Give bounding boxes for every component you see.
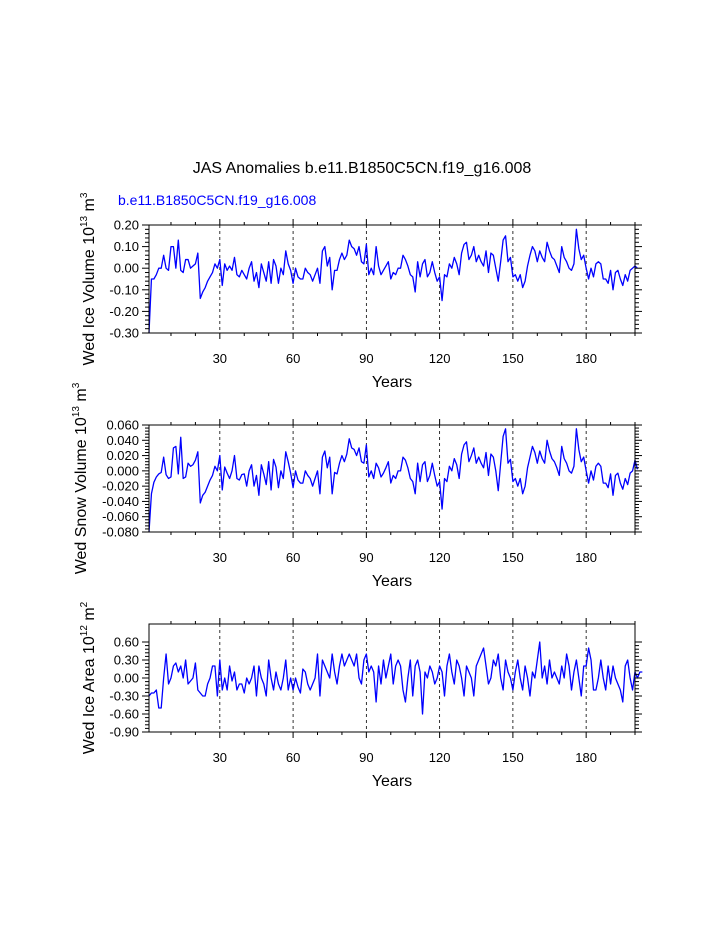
data-series-line xyxy=(148,428,639,533)
y-axis-label: Wed Ice Area 1012 m2 xyxy=(79,601,98,754)
chart-panel-1: 30 60 90 120 150 180 -0.30 -0.20 -0.10 0.00 0.10 0.… xyxy=(79,192,642,391)
y-axis-label-superscript: 2 xyxy=(79,601,90,607)
y-axis-label-text: m xyxy=(81,607,98,625)
legend-label: b.e11.B1850C5CN.f19_g16.008 xyxy=(118,192,316,208)
x-tick-label: 30 xyxy=(213,750,227,765)
y-axis-label-superscript: 3 xyxy=(79,192,90,198)
y-tick-label: -0.020 xyxy=(102,479,139,494)
y-tick-label: -0.080 xyxy=(102,525,139,540)
x-tick-label: 60 xyxy=(286,750,300,765)
y-tick-label: -0.10 xyxy=(109,282,139,297)
x-axis-label: Years xyxy=(372,773,412,790)
data-series-line xyxy=(148,228,638,334)
x-tick-label: 60 xyxy=(286,351,300,366)
x-tick-label: 30 xyxy=(213,351,227,366)
y-tick-label: 0.00 xyxy=(114,671,139,686)
x-tick-label: 150 xyxy=(502,351,524,366)
x-tick-label: 180 xyxy=(575,750,597,765)
data-series-line xyxy=(148,641,643,715)
x-axis-label: Years xyxy=(372,573,412,590)
y-axis-label-superscript: 3 xyxy=(71,382,82,388)
y-tick-label: -0.30 xyxy=(109,326,139,341)
y-tick-label: -0.060 xyxy=(102,509,139,524)
panels: 30 60 90 120 150 180 -0.30 -0.20 -0.10 0.00 0.10 0.… xyxy=(71,192,643,790)
x-tick-label: 120 xyxy=(429,351,451,366)
y-axis-label-text: Wed Snow Volume 10 xyxy=(73,417,90,574)
y-tick-label: 0.060 xyxy=(106,418,139,433)
y-tick-label: 0.10 xyxy=(114,239,139,254)
y-axis-label-text: Wed Ice Area 10 xyxy=(81,636,98,754)
y-tick-label: -0.040 xyxy=(102,494,139,509)
x-tick-label: 90 xyxy=(359,351,373,366)
y-axis-label-text: Wed Ice Volume 10 xyxy=(81,227,98,366)
y-axis-label-text: m xyxy=(81,198,98,216)
y-tick-label: 0.00 xyxy=(114,261,139,276)
y-tick-label: 0.60 xyxy=(114,635,139,650)
x-tick-label: 60 xyxy=(286,550,300,565)
x-tick-label: 180 xyxy=(575,351,597,366)
x-axis-label: Years xyxy=(372,374,412,391)
plot-frame xyxy=(148,424,636,533)
y-tick-label: -0.20 xyxy=(109,304,139,319)
y-tick-label: 0.020 xyxy=(106,448,139,463)
y-axis-label: Wed Ice Volume 1013 m3 xyxy=(79,192,98,365)
x-tick-label: 150 xyxy=(502,750,524,765)
plot-frame xyxy=(148,224,636,334)
x-tick-label: 90 xyxy=(359,750,373,765)
chart-panel-2: 30 60 90 120 150 180-0.080-0.060-0.040-0.0200… xyxy=(71,382,642,590)
y-axis-label-text: m xyxy=(73,388,90,406)
y-tick-label: 0.000 xyxy=(106,463,139,478)
x-tick-label: 120 xyxy=(429,550,451,565)
y-tick-label: 0.20 xyxy=(114,218,139,233)
y-tick-label: -0.90 xyxy=(109,725,139,740)
x-tick-label: 90 xyxy=(359,550,373,565)
x-tick-label: 120 xyxy=(429,750,451,765)
x-tick-label: 180 xyxy=(575,550,597,565)
y-tick-label: -0.30 xyxy=(109,689,139,704)
y-tick-label: 0.040 xyxy=(106,433,139,448)
y-axis-label-superscript: 13 xyxy=(71,406,82,418)
chart-title: JAS Anomalies b.e11.B1850C5CN.f19_g16.00… xyxy=(193,160,532,177)
y-tick-label: -0.60 xyxy=(109,707,139,722)
y-tick-label: 0.30 xyxy=(114,653,139,668)
y-axis-label: Wed Snow Volume 1013 m3 xyxy=(71,382,90,574)
y-axis-label-superscript: 12 xyxy=(79,625,90,637)
x-tick-label: 30 xyxy=(213,550,227,565)
y-axis-label-superscript: 13 xyxy=(79,215,90,227)
chart-panel-3: 30 60 90 120 150 180 -0.90 -0.60 -0.30 0.00 0.30 0.… xyxy=(79,601,643,790)
x-tick-label: 150 xyxy=(502,550,524,565)
